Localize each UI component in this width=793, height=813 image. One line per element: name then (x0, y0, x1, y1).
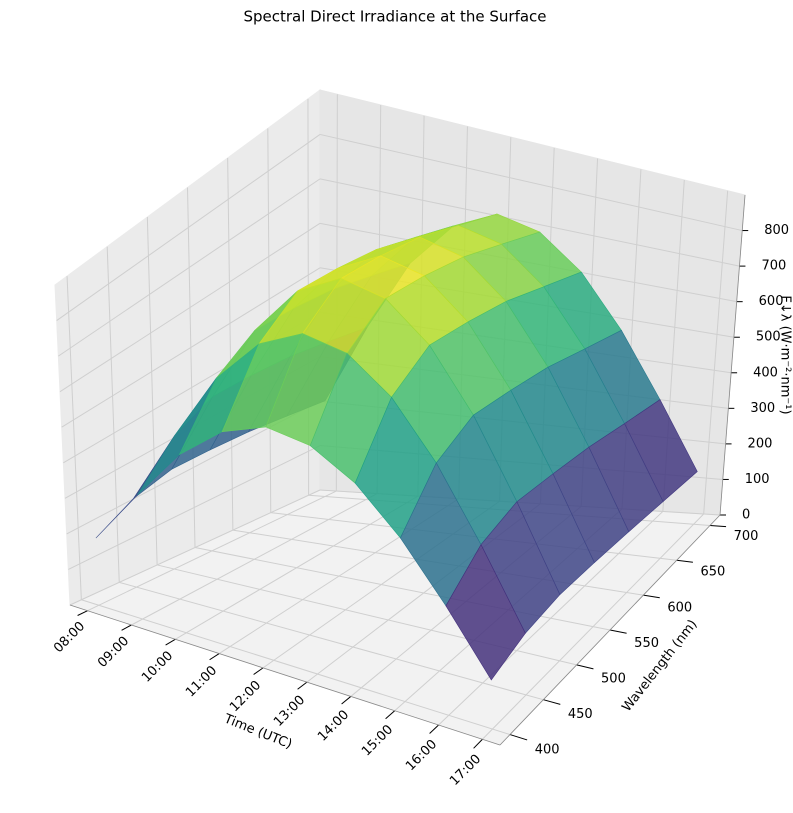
y-tick-label: 650 (700, 565, 725, 580)
tick-mark (385, 710, 396, 720)
surface-patch (445, 543, 526, 681)
grid-line (703, 190, 729, 515)
grid-line (106, 246, 120, 583)
grid-line (319, 178, 740, 267)
y-tick-label: 400 (535, 742, 560, 757)
grid-line (227, 157, 234, 531)
grid-line (319, 133, 743, 232)
axis-line (69, 604, 501, 746)
tick-mark (429, 724, 439, 734)
chart-title: Spectral Direct Irradiance at the Surfac… (243, 8, 546, 26)
z-tick-label: 800 (764, 223, 789, 238)
x-tick-label: 10:00 (139, 648, 176, 685)
y-tick-label: 500 (601, 671, 626, 686)
y-tick-label: 550 (634, 636, 659, 651)
tick-mark (77, 610, 88, 616)
z-tick-label: 0 (742, 508, 750, 523)
x-tick-label: 08:00 (51, 619, 88, 656)
tick-mark (676, 559, 693, 563)
grid-line (66, 276, 82, 600)
axis-line (719, 194, 746, 516)
x-tick-label: 17:00 (447, 752, 484, 789)
y-tick-label: 600 (667, 600, 692, 615)
tick-mark (209, 653, 220, 661)
grid-line (58, 178, 321, 357)
z-axis-label: F↓λ (W·m⁻²·nm⁻¹) (778, 295, 793, 414)
tick-mark (543, 699, 561, 705)
surface (95, 213, 698, 681)
tick-mark (297, 681, 308, 690)
grid-line (68, 445, 321, 570)
x-tick-label: 12:00 (227, 678, 264, 715)
x-tick-label: 14:00 (315, 707, 352, 744)
x-tick-label: 09:00 (95, 634, 132, 671)
tick-mark (576, 664, 594, 670)
tick-mark (341, 696, 352, 705)
tick-mark (121, 624, 132, 631)
x-tick-label: 15:00 (359, 722, 396, 759)
grid-line (146, 217, 158, 565)
z-tick-label: 400 (753, 365, 778, 380)
z-tick-label: 300 (750, 401, 775, 416)
grid-line (59, 222, 321, 393)
grid-line (69, 489, 321, 606)
grid-line (119, 581, 544, 701)
x-tick-label: 13:00 (271, 693, 308, 730)
axis-line (499, 514, 721, 746)
tick-mark (609, 629, 627, 634)
tick-mark (473, 738, 483, 749)
y-tick-label: 700 (734, 529, 759, 544)
tick-mark (253, 667, 264, 675)
tick-mark (165, 638, 176, 646)
z-tick-label: 200 (748, 436, 773, 451)
y-tick-label: 450 (568, 707, 593, 722)
tick-mark (709, 524, 727, 528)
tick-mark (509, 734, 528, 741)
z-tick-label: 700 (761, 259, 786, 274)
grid-line (61, 267, 321, 428)
tick-mark (643, 594, 660, 599)
y-axis-label: Wavelength (nm) (620, 617, 701, 715)
z-tick-label: 600 (759, 294, 784, 309)
grid-line (81, 599, 511, 736)
x-tick-label: 11:00 (183, 663, 220, 700)
grid-line (56, 134, 321, 321)
x-tick-label: 16:00 (403, 737, 440, 774)
grid-line (187, 187, 196, 548)
z-tick-label: 500 (756, 330, 781, 345)
z-tick-label: 100 (745, 472, 770, 487)
